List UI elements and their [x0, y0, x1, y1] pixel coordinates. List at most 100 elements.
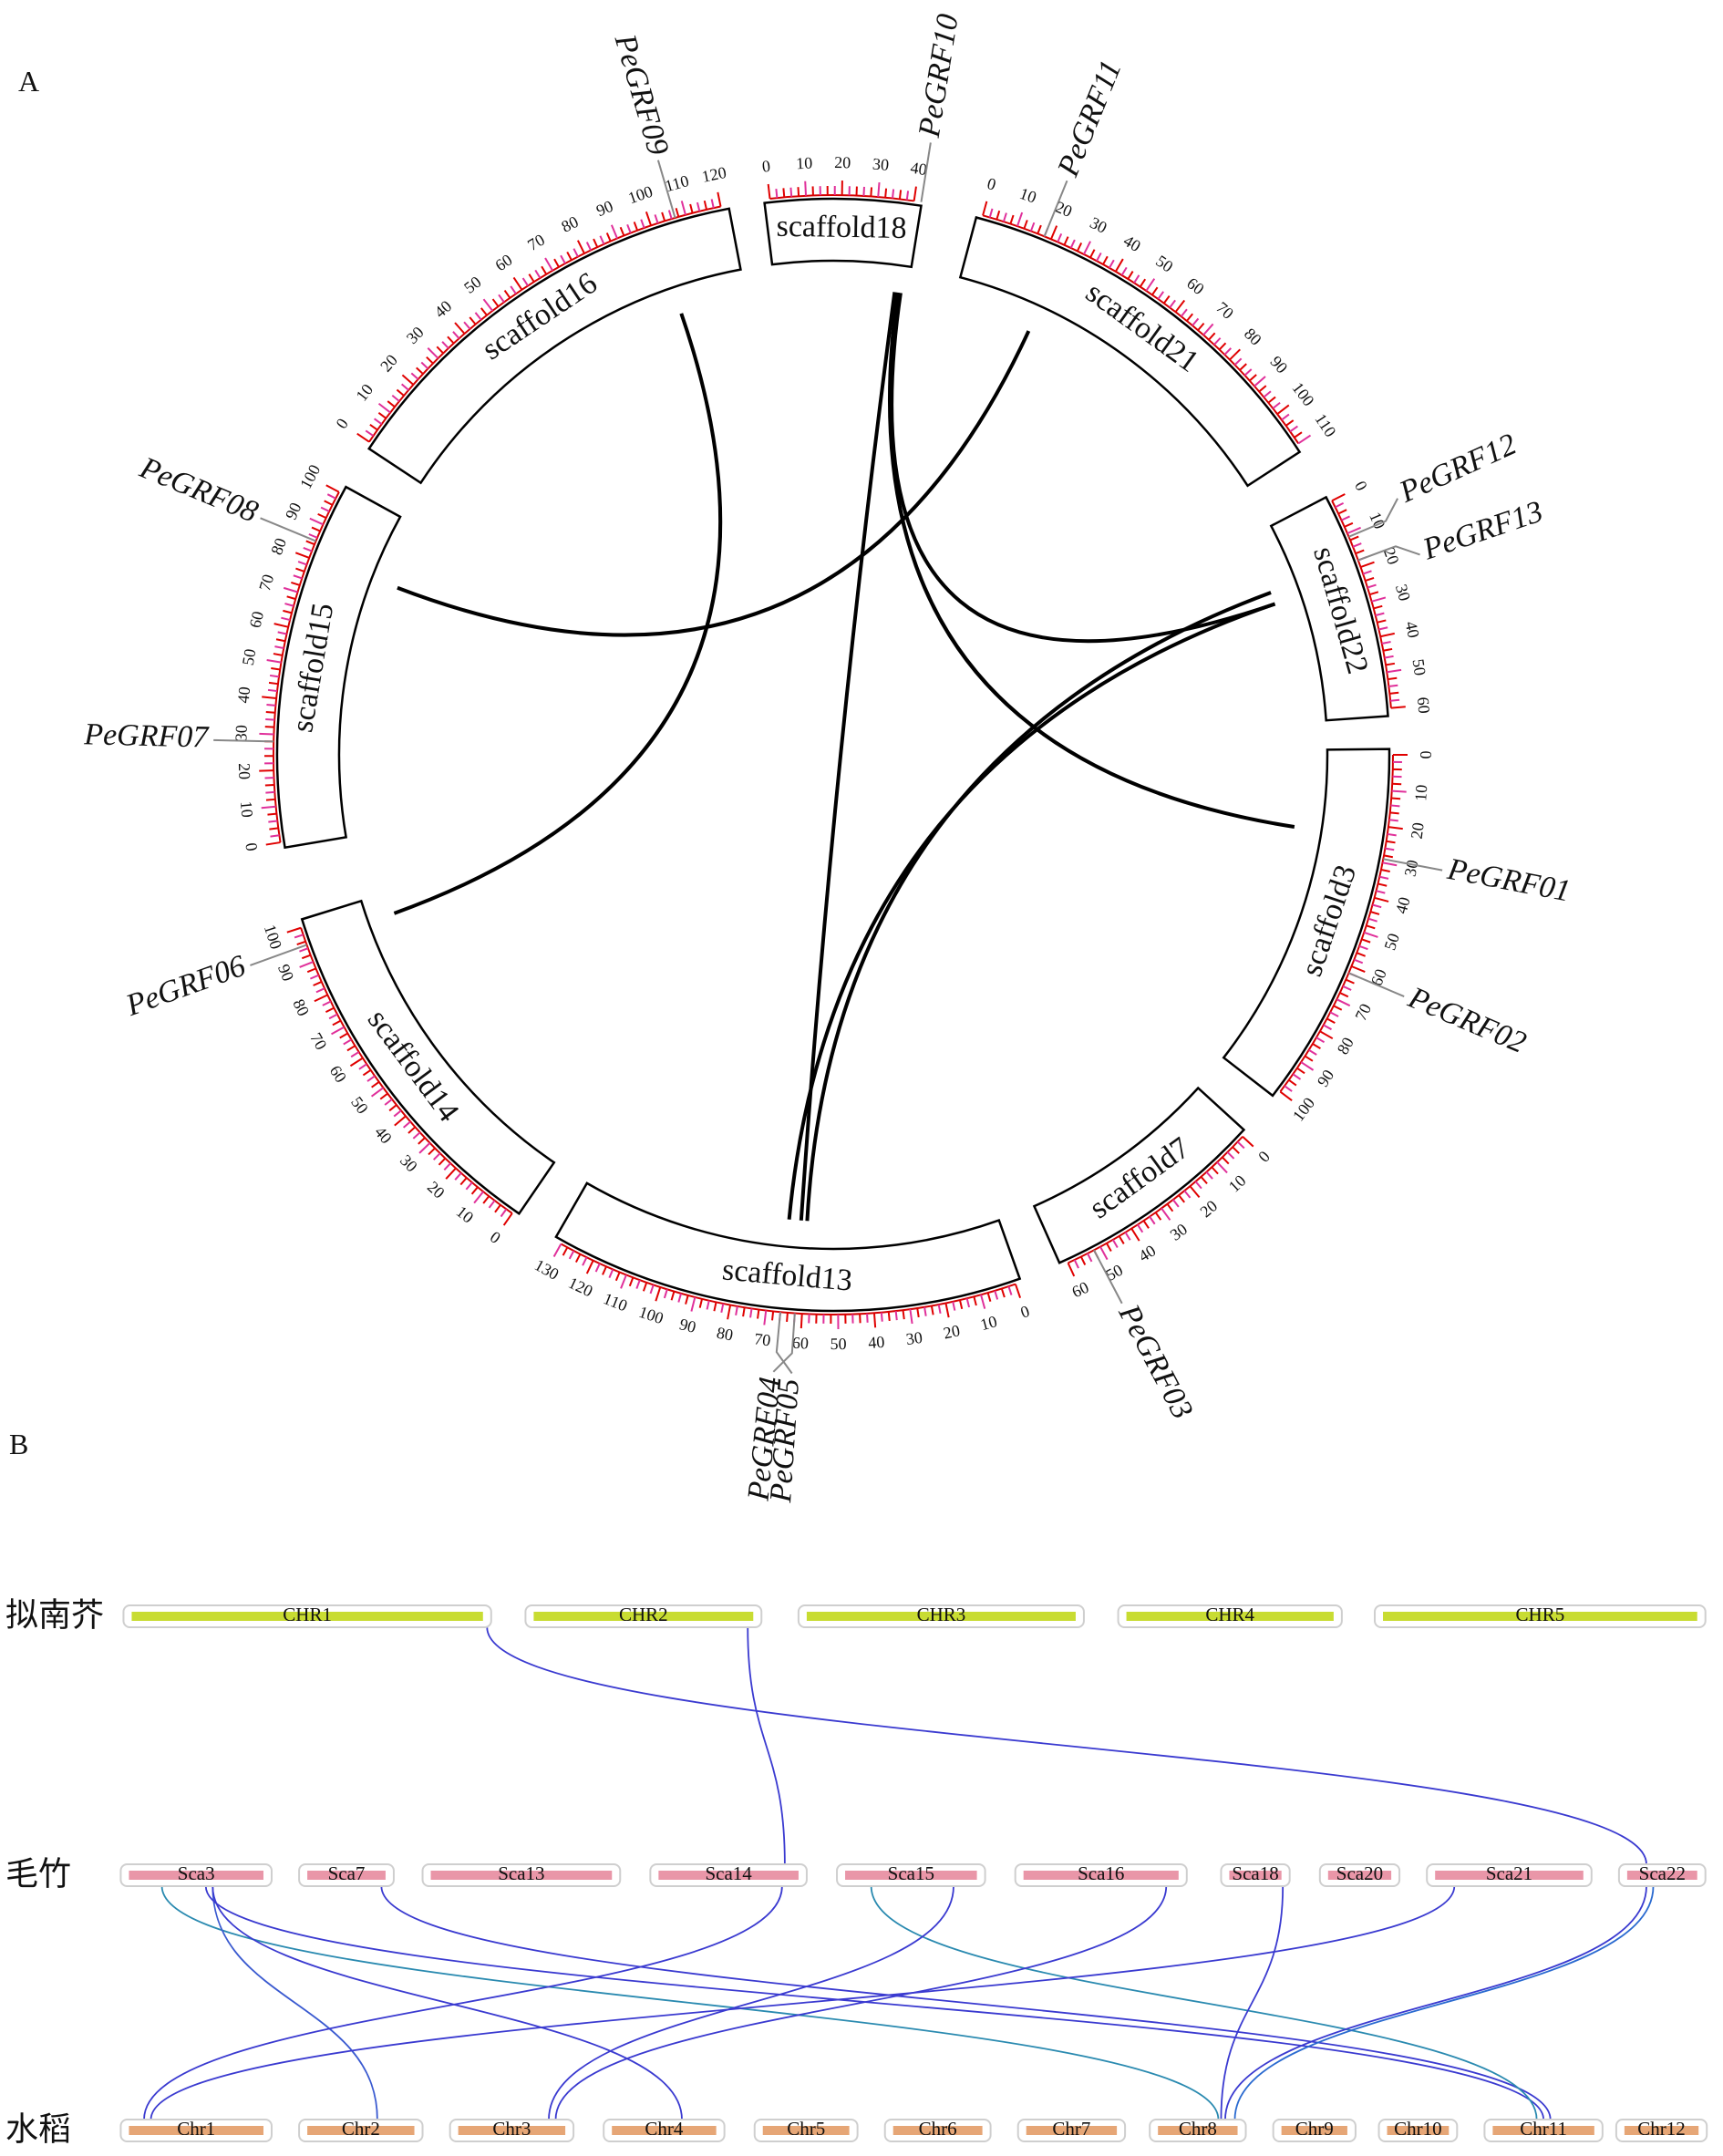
- gene-label: PeGRF07: [83, 717, 211, 754]
- ruler-tick: [1223, 1157, 1229, 1163]
- ruler-tick: [392, 396, 399, 401]
- ruler-tick: [389, 1105, 397, 1110]
- ruler-tick: [1254, 377, 1265, 387]
- ruler-tick: [262, 807, 276, 808]
- ruler-tick: [917, 1308, 919, 1317]
- gene-leader: [777, 1312, 792, 1373]
- ruler-tick: [1068, 1263, 1075, 1276]
- tick-label: 40: [234, 686, 254, 704]
- ruler-tick: [314, 982, 322, 985]
- ruler-tick: [867, 1314, 868, 1323]
- ruler-tick: [714, 1302, 716, 1311]
- ruler-tick: [372, 1082, 379, 1088]
- synteny-curve: [748, 1627, 785, 1864]
- ruler-tick: [259, 734, 273, 735]
- ruler-tick: [1198, 324, 1204, 331]
- ruler-tick: [1088, 1253, 1092, 1262]
- ruler-tick: [636, 1280, 639, 1288]
- ruler-tick: [333, 1021, 341, 1026]
- ruler-tick: [299, 948, 307, 951]
- tick-label: 70: [524, 231, 548, 254]
- ruler-tick: [1370, 912, 1379, 914]
- ruler-tick: [587, 242, 591, 251]
- scaffold-box: [1223, 749, 1389, 1096]
- ruler-tick: [772, 1311, 773, 1320]
- tick-label: 80: [1241, 325, 1265, 349]
- ruler-tick: [490, 1201, 495, 1208]
- ruler-tick: [340, 1034, 348, 1038]
- chromosome-label: Sca21: [1486, 1862, 1532, 1884]
- ruler-tick: [1227, 1152, 1233, 1159]
- tick-label: 60: [491, 251, 515, 275]
- ruler-tick: [1367, 925, 1376, 928]
- ruler-tick: [297, 942, 305, 944]
- tick-label: 0: [332, 415, 352, 432]
- tick-label: 20: [834, 153, 851, 171]
- ruler-tick: [1390, 805, 1399, 806]
- ruler-tick: [367, 1076, 375, 1081]
- ruler-tick: [1243, 1137, 1254, 1147]
- tick-label: 10: [352, 380, 377, 404]
- panel-label: B: [9, 1428, 28, 1460]
- ruler-tick: [1209, 333, 1215, 339]
- ruler-tick: [397, 390, 404, 396]
- ruler-tick: [1378, 627, 1388, 629]
- ruler-tick: [1377, 883, 1387, 885]
- chromosome-label: Chr4: [645, 2118, 684, 2140]
- tick-label: 20: [235, 763, 253, 780]
- chromosome-label: Sca18: [1232, 1862, 1278, 1884]
- ruler-tick: [700, 1299, 702, 1308]
- chromosome-label: Chr9: [1295, 2118, 1334, 2140]
- ruler-tick: [455, 1173, 461, 1180]
- ruler-tick: [474, 1191, 483, 1202]
- ruler-tick: [1356, 551, 1364, 554]
- tick-label: 80: [715, 1324, 734, 1345]
- ruler-tick: [1268, 397, 1275, 402]
- ruler-tick: [523, 278, 528, 285]
- ruler-tick: [1090, 250, 1095, 258]
- tick-label: 100: [1288, 379, 1317, 410]
- ruler-tick: [1313, 1044, 1321, 1048]
- tick-label: 10: [978, 1312, 999, 1334]
- chromosome-label: CHR3: [917, 1604, 966, 1625]
- ruler-tick: [269, 683, 278, 684]
- ruler-tick: [554, 259, 559, 267]
- tick-label: 70: [255, 573, 277, 593]
- ruler-tick: [1140, 279, 1145, 286]
- ruler-tick: [603, 1266, 606, 1274]
- ruler-tick: [1353, 543, 1361, 547]
- ruler-tick: [567, 252, 572, 260]
- ruler-tick: [542, 266, 546, 274]
- chromosome-label: Sca3: [178, 1862, 215, 1884]
- synteny-curve: [212, 1886, 377, 2120]
- tick-label: 60: [326, 1062, 351, 1086]
- ruler-tick: [787, 1313, 788, 1322]
- chromosome-label: Chr6: [919, 2118, 957, 2140]
- ruler-tick: [736, 1306, 738, 1315]
- gene-label: PeGRF12: [1394, 428, 1522, 510]
- ruler-tick: [635, 222, 637, 230]
- ruler-tick: [501, 1209, 507, 1216]
- tick-label: 70: [306, 1030, 330, 1053]
- ruler-tick: [1212, 1167, 1218, 1173]
- ruler-tick: [707, 1301, 709, 1310]
- ruler-tick: [573, 249, 578, 257]
- chromosome-label: Chr5: [787, 2118, 825, 2140]
- ruler-tick: [1388, 678, 1397, 679]
- panel-label: A: [18, 65, 39, 98]
- tick-label: 50: [1380, 931, 1403, 952]
- chromosome-label: Sca20: [1336, 1862, 1383, 1884]
- ruler-tick: [1351, 966, 1365, 972]
- ruler-tick: [1273, 403, 1280, 408]
- synteny-curve: [1221, 1886, 1283, 2120]
- ruler-tick: [939, 1305, 941, 1314]
- ruler-tick: [1240, 364, 1246, 370]
- ruler-tick: [428, 1148, 435, 1154]
- ruler-tick: [691, 1297, 695, 1312]
- ruler-tick: [1375, 898, 1388, 902]
- ruler-tick: [1350, 537, 1358, 541]
- ruler-tick: [690, 204, 693, 213]
- ruler-tick: [267, 660, 282, 663]
- tick-label: 20: [424, 1178, 449, 1202]
